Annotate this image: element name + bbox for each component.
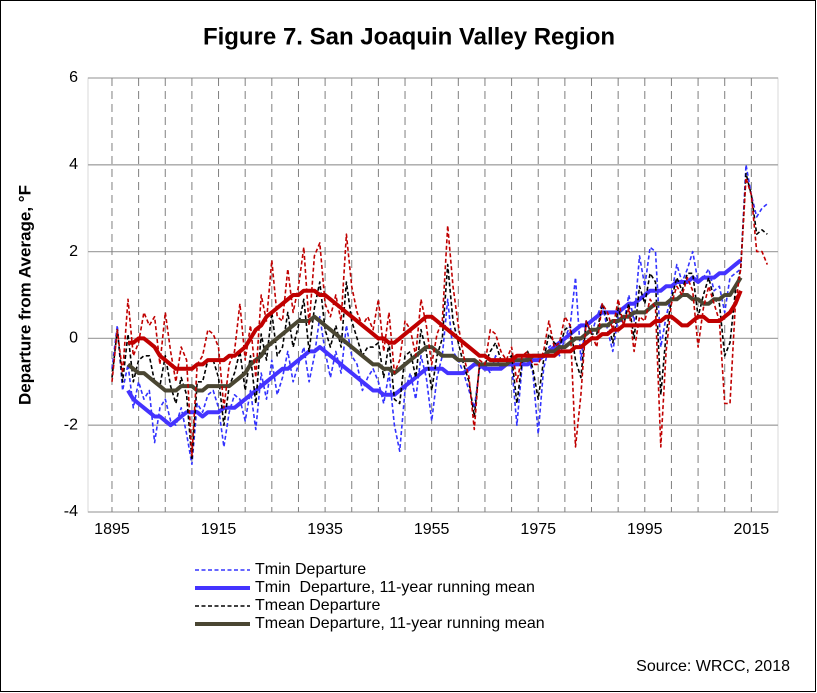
x-tick-label: 1955: [414, 521, 450, 538]
y-tick-label: -2: [64, 416, 78, 433]
legend-label: Tmean Departure, 11-year running mean: [255, 615, 545, 632]
chart-title: Figure 7. San Joaquin Valley Region: [203, 23, 615, 50]
legend-label: Tmin Departure: [255, 561, 366, 578]
x-tick-label: 1915: [201, 521, 237, 538]
series-line: [111, 164, 768, 466]
y-tick-label: 6: [69, 69, 78, 86]
series-line: [111, 172, 768, 461]
x-tick-label: 1975: [520, 521, 556, 538]
y-axis-label: Departure from Average, °F: [15, 185, 34, 405]
x-tick-label: 1895: [94, 521, 130, 538]
series-line: [111, 177, 769, 457]
x-tick-label: 2015: [734, 521, 770, 538]
y-tick-label: 2: [69, 243, 78, 260]
legend-label: Tmin Departure, 11-year running mean: [255, 579, 535, 596]
y-tick-label: -4: [64, 503, 78, 520]
legend-label: Tmean Departure: [255, 597, 380, 614]
series-line: [128, 288, 743, 371]
source-note: Source: WRCC, 2018: [636, 658, 790, 675]
x-tick-label: 1995: [627, 521, 663, 538]
y-tick-label: 0: [69, 330, 78, 347]
x-tick-label: 1935: [307, 521, 343, 538]
y-tick-label: 4: [69, 156, 78, 173]
